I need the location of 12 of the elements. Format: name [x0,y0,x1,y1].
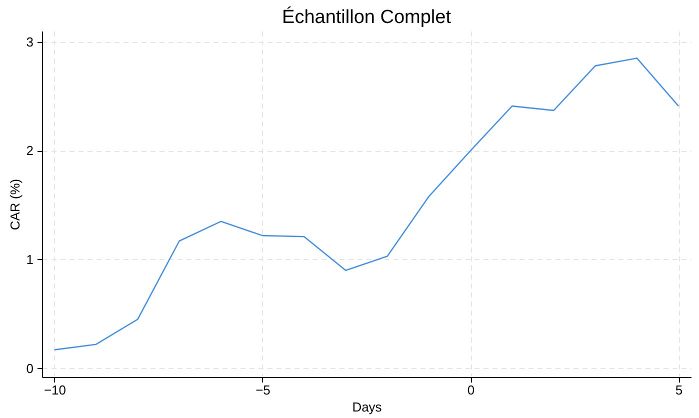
y-tick-label: 1 [26,252,34,267]
line-series [54,58,680,350]
x-axis-title: Days [352,400,382,414]
y-tick-label: 3 [26,34,34,50]
x-tick-label: 5 [675,382,683,398]
x-tick-label: −10 [44,382,66,398]
y-tick-label: 2 [26,143,34,158]
x-tick-label: −5 [256,382,270,398]
y-axis-title: CAR (%) [7,178,22,230]
x-tick-label: 0 [467,382,475,398]
chart-title: Échantillon Complet [282,6,452,28]
y-tick-label: 0 [26,360,34,376]
